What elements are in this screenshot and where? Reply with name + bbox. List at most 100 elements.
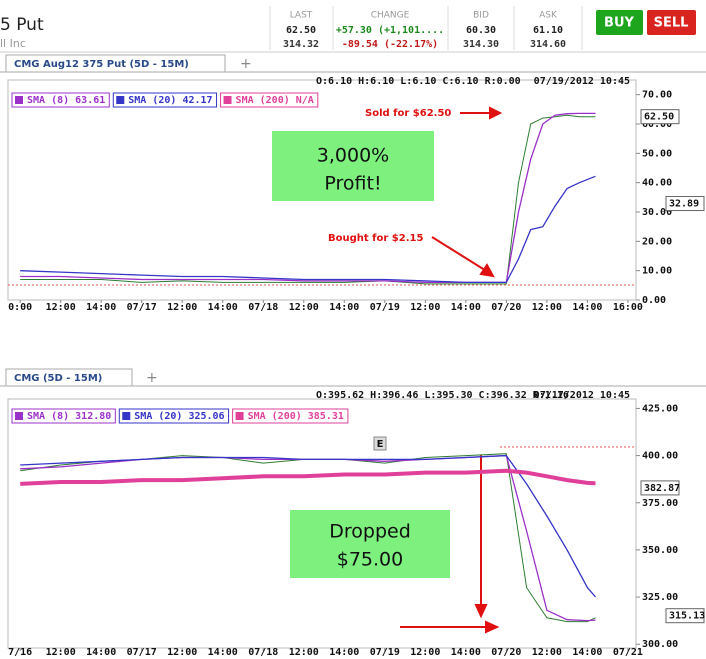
legend-check xyxy=(15,96,23,104)
x-tick-label: 14:00 xyxy=(572,302,602,313)
add-tab[interactable]: + xyxy=(146,370,158,386)
legend-item: SMA (20) 42.17 xyxy=(112,92,218,108)
legend-item: SMA (20) 325.06 xyxy=(118,408,230,424)
x-tick-label: 14:00 xyxy=(451,647,481,658)
add-tab[interactable]: + xyxy=(240,56,252,72)
y-tick-label: 0.00 xyxy=(642,295,666,306)
x-tick-label: 07/18 xyxy=(248,302,278,313)
buy-button[interactable] xyxy=(596,10,643,35)
x-tick-label: 07/19 xyxy=(370,647,400,658)
annotation: $75.00 xyxy=(337,549,403,571)
x-tick-label: 07/20 xyxy=(491,647,521,658)
x-tick-label: 07/17 xyxy=(127,302,157,313)
plot-frame xyxy=(7,398,637,649)
legend-value: 325.06 xyxy=(188,411,224,422)
quote-label: ASK xyxy=(539,11,558,21)
company: ll Inc xyxy=(0,37,26,50)
price-tag-label: 62.50 xyxy=(644,112,674,123)
x-tick-label: 14:00 xyxy=(451,302,481,313)
quote-value: +57.30 (+1,101.... xyxy=(336,25,444,36)
quote-label: LAST xyxy=(290,11,313,21)
event-marker xyxy=(373,436,387,451)
ohlc-info: O:395.62 H:396.46 L:395.30 C:396.32 R:1.… xyxy=(316,390,569,401)
x-tick-label: 16:00 xyxy=(613,302,643,313)
price-tag xyxy=(665,608,705,624)
series-line xyxy=(20,454,596,598)
x-tick-label: 14:00 xyxy=(329,647,359,658)
quote-value: 61.10 xyxy=(533,25,563,36)
legend-box xyxy=(118,408,230,424)
x-tick-label: 07/19 xyxy=(370,302,400,313)
callout-box xyxy=(290,510,450,578)
annotation: Bought for $2.15 xyxy=(328,233,423,244)
quote-value: 314.60 xyxy=(530,39,566,50)
y-tick-label: 325.00 xyxy=(642,592,678,603)
legend-check xyxy=(122,412,131,420)
quote-value: -89.54 (-22.17%) xyxy=(342,39,438,50)
x-tick-label: 14:00 xyxy=(572,647,602,658)
x-tick-label: 07/20 xyxy=(491,302,521,313)
y-tick-label: 350.00 xyxy=(642,545,678,556)
sell-label[interactable]: SELL xyxy=(654,16,689,31)
arrows xyxy=(431,106,503,278)
legend-box xyxy=(11,408,116,424)
tab-label: CMG (5D - 15M) xyxy=(14,373,102,384)
series-line xyxy=(20,468,596,486)
legend-check xyxy=(223,96,232,104)
sell-button[interactable] xyxy=(647,10,696,35)
x-tick-label: 07/17 xyxy=(127,647,157,658)
legend-name: SMA (200) xyxy=(236,95,290,106)
plot-frame xyxy=(7,79,637,301)
y-tick-label: 60.00 xyxy=(642,119,672,130)
x-tick-label: 14:00 xyxy=(86,302,116,313)
annotation: Profit! xyxy=(324,173,381,195)
legend-value: 42.17 xyxy=(182,95,212,106)
x-tick-label: 12:00 xyxy=(46,647,76,658)
legend-item: SMA (8) 63.61 xyxy=(11,92,110,108)
annotation: 3,000% xyxy=(317,145,389,167)
x-tick-label: 12:00 xyxy=(532,302,562,313)
x-tick-label: 12:00 xyxy=(410,302,440,313)
tab[interactable] xyxy=(5,54,226,72)
quote-value: 62.50 xyxy=(286,25,316,36)
legend-box xyxy=(220,92,319,108)
x-tick-label: 14:00 xyxy=(86,647,116,658)
legend-value: N/A xyxy=(296,95,314,106)
y-tick-label: 10.00 xyxy=(642,266,672,277)
y-tick-label: 425.00 xyxy=(642,403,678,414)
legend-box xyxy=(112,92,218,108)
quote-value: 60.30 xyxy=(466,25,496,36)
quote-value: 314.30 xyxy=(463,39,499,50)
legend-check xyxy=(116,96,125,104)
price-tag-label: 32.89 xyxy=(669,199,699,210)
x-tick-label: 12:00 xyxy=(289,302,319,313)
legend-value: 312.80 xyxy=(75,411,111,422)
price-tag-label: 315.13 xyxy=(669,611,705,622)
callout-box xyxy=(272,131,434,201)
x-tick-label: 12:00 xyxy=(532,647,562,658)
legend-item: SMA (8) 312.80 xyxy=(11,408,116,424)
arrows xyxy=(400,455,500,634)
quote-value: 314.32 xyxy=(283,39,319,50)
y-tick-label: 30.00 xyxy=(642,207,672,218)
series-line xyxy=(20,175,596,284)
y-tick-label: 50.00 xyxy=(642,148,672,159)
price-tag xyxy=(640,480,680,496)
series-line xyxy=(20,112,596,284)
x-tick-label: 14:00 xyxy=(329,302,359,313)
y-tick-label: 70.00 xyxy=(642,90,672,101)
buy-label[interactable]: BUY xyxy=(604,16,634,31)
timestamp: 07/19/2012 10:45 xyxy=(534,76,630,87)
quote-label: BID xyxy=(473,11,489,21)
legend-item: SMA (200) 385.31 xyxy=(232,408,349,424)
quote-label: CHANGE xyxy=(371,11,410,21)
x-tick-label: 14:00 xyxy=(208,302,238,313)
y-tick-label: 375.00 xyxy=(642,498,678,509)
legend-check xyxy=(235,412,244,420)
x-tick-label: 07/18 xyxy=(248,647,278,658)
quote-boxes xyxy=(269,6,583,50)
symbol: 5 Put xyxy=(0,15,44,35)
x-tick-label: 12:00 xyxy=(167,302,197,313)
tab[interactable] xyxy=(5,368,133,386)
